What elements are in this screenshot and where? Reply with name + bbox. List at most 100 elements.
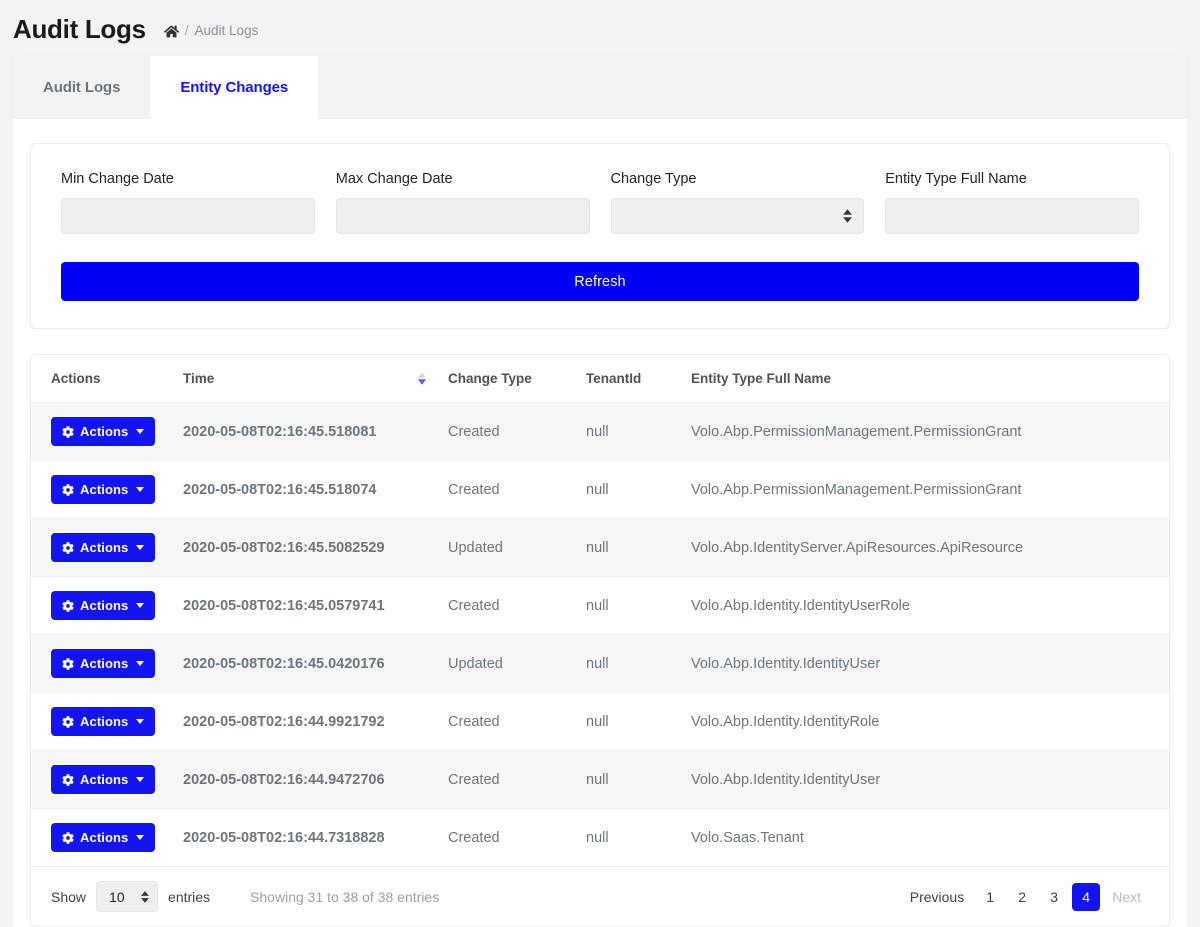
caret-down-icon xyxy=(136,835,145,840)
sort-descending-icon[interactable] xyxy=(418,372,426,385)
cell-actions: Actions xyxy=(31,808,183,867)
row-actions-button[interactable]: Actions xyxy=(51,649,156,678)
table-row: Actions 2020-05-08T02:16:44.9921792 Create… xyxy=(31,692,1169,751)
table-body: Actions 2020-05-08T02:16:45.518081 Created… xyxy=(31,402,1169,867)
cell-tenant-id: null xyxy=(586,518,691,577)
entries-label: entries xyxy=(168,888,211,905)
pagination-page-2[interactable]: 2 xyxy=(1008,883,1036,911)
pagination-previous[interactable]: Previous xyxy=(902,883,972,911)
cell-change-type: Created xyxy=(448,402,586,461)
page-size-select[interactable]: 102550100 xyxy=(96,881,159,912)
cell-entity-type-full-name: Volo.Abp.PermissionManagement.Permission… xyxy=(691,402,1169,461)
breadcrumb: / Audit Logs xyxy=(163,23,259,39)
pagination-page-1[interactable]: 1 xyxy=(976,883,1004,911)
entity-type-full-name-label: Entity Type Full Name xyxy=(885,171,1027,187)
refresh-button-wrapper: Refresh xyxy=(61,262,1139,301)
row-actions-label: Actions xyxy=(80,656,129,671)
cell-change-type: Updated xyxy=(448,518,586,577)
cell-tenant-id: null xyxy=(586,750,691,809)
max-change-date-input[interactable] xyxy=(335,198,590,234)
caret-down-icon xyxy=(136,719,145,724)
cell-change-type: Created xyxy=(448,750,586,809)
column-header-entity-type-full-name: Entity Type Full Name xyxy=(691,355,1169,403)
table-row: Actions 2020-05-08T02:16:45.518074 Created… xyxy=(31,460,1169,519)
pagination-page-3[interactable]: 3 xyxy=(1040,883,1068,911)
row-actions-button[interactable]: Actions xyxy=(51,533,156,562)
cell-tenant-id: null xyxy=(586,808,691,867)
filter-entity-type-full-name: Entity Type Full Name xyxy=(885,171,1139,234)
breadcrumb-current: Audit Logs xyxy=(194,23,259,38)
cell-tenant-id: null xyxy=(586,692,691,751)
cell-actions: Actions xyxy=(31,750,183,809)
cell-actions: Actions xyxy=(31,518,183,577)
row-actions-button[interactable]: Actions xyxy=(51,591,156,620)
cell-entity-type-full-name: Volo.Abp.Identity.IdentityUser xyxy=(691,634,1169,693)
table-row: Actions 2020-05-08T02:16:45.5082529 Update… xyxy=(31,518,1169,577)
table-footer: Show 102550100 entries Showing 31 to 38 … xyxy=(31,867,1169,926)
row-actions-button[interactable]: Actions xyxy=(51,823,156,852)
table-row: Actions 2020-05-08T02:16:45.0420176 Update… xyxy=(31,634,1169,693)
gear-icon xyxy=(62,831,74,844)
tab-panel-entity-changes: Min Change Date Max Change Date Change T… xyxy=(13,143,1187,927)
table-head: Actions Time Change Type TenantI xyxy=(31,355,1169,403)
row-actions-label: Actions xyxy=(80,772,129,787)
table-row: Actions 2020-05-08T02:16:44.7318828 Create… xyxy=(31,808,1169,867)
table-header-row: Actions Time Change Type TenantI xyxy=(31,355,1169,403)
showing-entries-info: Showing 31 to 38 of 38 entries xyxy=(250,888,440,905)
page-size-control: Show 102550100 entries Showing 31 to 38 … xyxy=(51,881,439,912)
cell-entity-type-full-name: Volo.Abp.Identity.IdentityUserRole xyxy=(691,576,1169,635)
row-actions-button[interactable]: Actions xyxy=(51,475,156,504)
caret-down-icon xyxy=(136,429,145,434)
cell-time: 2020-05-08T02:16:45.0579741 xyxy=(183,576,448,635)
caret-down-icon xyxy=(136,661,145,666)
tab-entity-changes[interactable]: Entity Changes xyxy=(150,56,319,119)
gear-icon xyxy=(62,599,74,612)
cell-change-type: Created xyxy=(448,460,586,519)
caret-down-icon xyxy=(136,777,145,782)
cell-entity-type-full-name: Volo.Saas.Tenant xyxy=(691,808,1169,867)
table-row: Actions 2020-05-08T02:16:45.0579741 Create… xyxy=(31,576,1169,635)
show-label: Show xyxy=(51,888,87,905)
tab-audit-logs[interactable]: Audit Logs xyxy=(13,56,150,119)
main-card: Audit Logs Entity Changes Min Change Dat… xyxy=(13,56,1187,927)
row-actions-label: Actions xyxy=(80,714,129,729)
row-actions-button[interactable]: Actions xyxy=(51,417,156,446)
tab-entity-changes-label: Entity Changes xyxy=(180,79,289,96)
pagination-page-4[interactable]: 4 xyxy=(1072,882,1101,911)
max-change-date-label: Max Change Date xyxy=(335,171,453,187)
gear-icon xyxy=(62,715,74,728)
row-actions-button[interactable]: Actions xyxy=(51,765,156,794)
cell-time: 2020-05-08T02:16:45.518081 xyxy=(183,402,448,461)
min-change-date-input[interactable] xyxy=(61,198,315,234)
cell-time: 2020-05-08T02:16:44.9472706 xyxy=(183,750,448,809)
column-header-tenant-id: TenantId xyxy=(586,355,691,403)
cell-time: 2020-05-08T02:16:45.518074 xyxy=(183,460,448,519)
change-type-select[interactable] xyxy=(610,198,865,234)
cell-entity-type-full-name: Volo.Abp.IdentityServer.ApiResources.Api… xyxy=(691,518,1169,577)
filter-change-type: Change Type xyxy=(610,171,865,234)
filter-panel: Min Change Date Max Change Date Change T… xyxy=(30,143,1170,329)
cell-actions: Actions xyxy=(31,460,183,519)
row-actions-label: Actions xyxy=(80,830,129,845)
filter-row: Min Change Date Max Change Date Change T… xyxy=(61,171,1139,234)
cell-entity-type-full-name: Volo.Abp.Identity.IdentityUser xyxy=(691,750,1169,809)
column-header-time[interactable]: Time xyxy=(183,355,448,403)
caret-down-icon xyxy=(136,545,145,550)
cell-actions: Actions xyxy=(31,402,183,461)
entity-type-full-name-input[interactable] xyxy=(885,198,1139,234)
refresh-button[interactable]: Refresh xyxy=(61,262,1139,301)
home-icon[interactable] xyxy=(163,24,179,39)
cell-change-type: Updated xyxy=(448,634,586,693)
row-actions-label: Actions xyxy=(80,482,129,497)
column-header-time-label: Time xyxy=(183,371,215,386)
min-change-date-label: Min Change Date xyxy=(61,171,174,187)
row-actions-label: Actions xyxy=(80,540,129,555)
column-header-change-type: Change Type xyxy=(448,355,586,403)
cell-tenant-id: null xyxy=(586,634,691,693)
cell-tenant-id: null xyxy=(586,402,691,461)
cell-entity-type-full-name: Volo.Abp.PermissionManagement.Permission… xyxy=(691,460,1169,519)
pagination-next[interactable]: Next xyxy=(1104,883,1149,911)
row-actions-button[interactable]: Actions xyxy=(51,707,156,736)
